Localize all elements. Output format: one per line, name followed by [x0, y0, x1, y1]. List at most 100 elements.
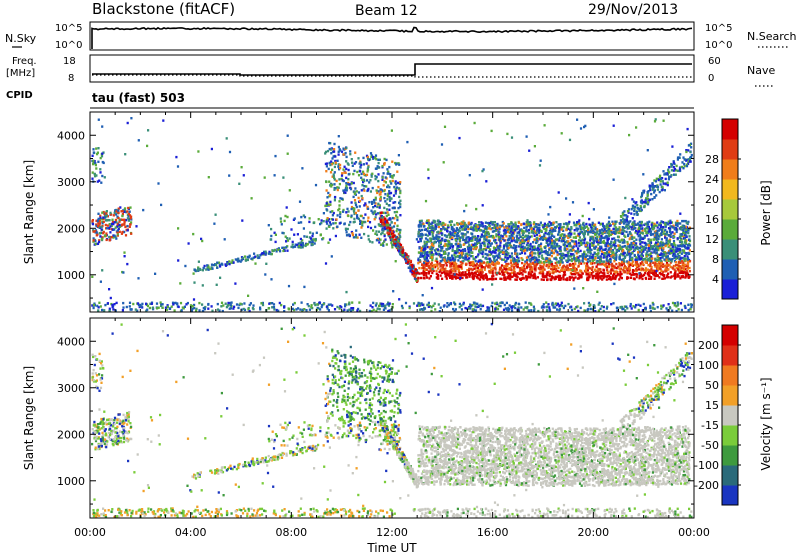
power-echo-cell: [122, 301, 125, 305]
power-echo-cell: [96, 242, 99, 246]
power-echo-cell: [350, 307, 353, 310]
power-echo-cell: [682, 235, 685, 238]
power-echo-cell: [118, 218, 122, 222]
power-echo-cell: [387, 184, 390, 187]
power-echo-cell: [603, 241, 606, 244]
power-echo-cell: [576, 255, 579, 259]
power-echo-cell: [100, 181, 103, 184]
power-echo-cell: [470, 304, 473, 308]
power-echo-cell: [567, 240, 570, 243]
power-echo-cell: [435, 257, 438, 260]
power-echo-cell: [383, 189, 386, 193]
power-echo-cell: [670, 275, 673, 278]
power-echo-cell: [583, 250, 586, 253]
power-echo-cell: [612, 256, 615, 259]
power-echo-cell: [555, 265, 558, 268]
power-echo-cell: [387, 309, 390, 313]
power-echo-cell: [573, 223, 576, 227]
power-echo-cell: [463, 221, 466, 225]
power-echo-cell: [645, 232, 648, 235]
power-echo-cell: [429, 239, 433, 243]
power-echo-cell: [198, 309, 201, 312]
power-echo-cell: [360, 163, 363, 167]
power-echo-cell: [292, 246, 295, 249]
power-echo-cell: [552, 265, 555, 268]
power-echo-cell: [503, 303, 506, 307]
power-echo-cell: [688, 242, 691, 246]
power-echo-cell: [293, 301, 296, 305]
power-echo-cell: [496, 260, 499, 264]
power-echo-cell: [391, 306, 394, 309]
power-echo-cell: [562, 278, 565, 281]
power-echo-cell: [583, 232, 586, 236]
power-echo-cell: [669, 225, 672, 228]
power-echo-cell: [415, 270, 418, 273]
power-echo-cell: [390, 241, 393, 245]
power-echo-cell: [513, 258, 516, 261]
power-echo-cell: [514, 278, 517, 281]
power-echo-cell: [344, 188, 347, 192]
power-echo-cell: [380, 302, 383, 305]
power-echo-cell: [286, 239, 290, 242]
power-echo-cell: [403, 252, 406, 255]
power-echo-cell: [666, 274, 669, 277]
power-echo-cell: [113, 221, 116, 224]
power-echo-cell: [195, 307, 198, 311]
power-echo-cell: [123, 223, 126, 226]
power-echo-cell: [418, 221, 422, 224]
power-echo-cell: [396, 243, 399, 246]
power-echo-cell: [228, 262, 231, 266]
power-echo-cell: [151, 307, 154, 310]
power-echo-cell: [552, 221, 555, 224]
power-echo-cell: [597, 267, 600, 271]
power-echo-cell: [331, 175, 334, 178]
power-echo-cell: [508, 223, 511, 226]
power-echo-cell: [503, 265, 506, 268]
power-echo-cell: [648, 253, 651, 256]
power-echo-cell: [391, 176, 394, 179]
power-echo-cell: [542, 257, 545, 260]
power-echo-cell: [574, 250, 577, 253]
power-echo-cell: [466, 258, 469, 261]
power-echo-cell: [354, 151, 357, 154]
power-echo-cell: [101, 236, 104, 239]
power-echo-cell: [653, 238, 656, 241]
power-echo-cell: [529, 221, 532, 225]
power-echo-cell: [329, 148, 332, 151]
power-echo-cell: [390, 237, 393, 241]
power-echo-cell: [550, 278, 553, 282]
power-echo-cell: [92, 148, 95, 151]
power-echo-cell: [345, 176, 348, 180]
power-echo-cell: [253, 252, 256, 255]
power-echo-cell: [486, 278, 489, 281]
power-echo-cell: [109, 231, 112, 234]
power-echo-cell: [411, 273, 414, 276]
power-echo-cell: [421, 232, 424, 236]
power-echo-cell: [502, 247, 505, 250]
power-echo-cell: [404, 252, 407, 255]
power-echo-cell: [475, 305, 478, 309]
power-echo-cell: [640, 255, 644, 259]
power-echo-cell: [668, 244, 671, 247]
power-echo-cell: [644, 246, 647, 250]
power-echo-cell: [576, 234, 579, 237]
power-echo-cell: [373, 201, 376, 204]
power-echo-cell: [471, 268, 474, 271]
power-echo-cell: [95, 231, 98, 234]
power-echo-cell: [417, 259, 420, 262]
power-echo-cell: [279, 217, 282, 220]
power-echo-cell: [121, 309, 124, 312]
power-echo-cell: [301, 308, 305, 311]
power-echo-cell: [380, 214, 383, 218]
power-echo-cell: [570, 255, 573, 258]
power-echo-cell: [628, 252, 631, 255]
power-cells: [91, 117, 693, 313]
power-echo-cell: [535, 256, 538, 260]
power-echo-cell: [523, 263, 526, 266]
power-echo-cell: [370, 310, 373, 313]
power-echo-cell: [388, 186, 391, 189]
power-echo-cell: [567, 302, 570, 306]
power-echo-cell: [272, 249, 275, 252]
power-echo-cell: [363, 185, 366, 188]
power-echo-cell: [396, 227, 399, 231]
